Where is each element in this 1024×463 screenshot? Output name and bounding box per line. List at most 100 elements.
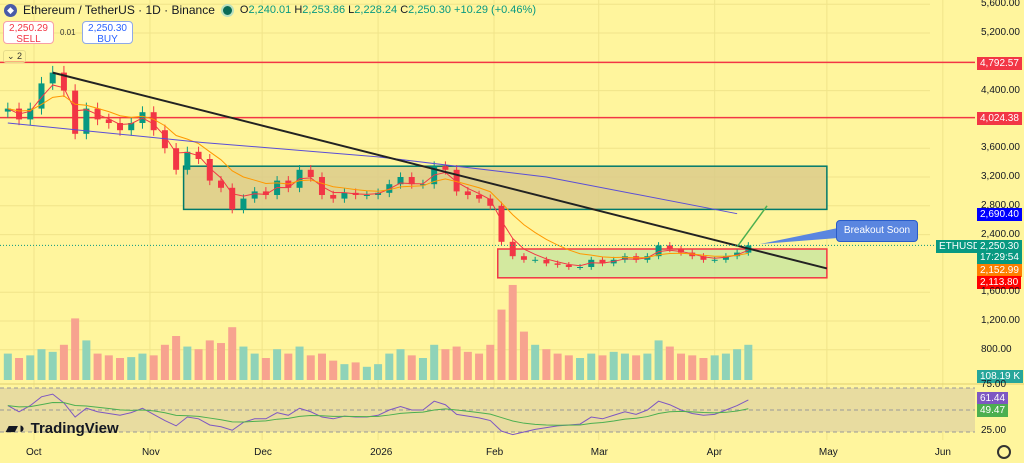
volume-bar — [138, 353, 147, 380]
ma-long-tag: 2,690.40 — [977, 208, 1022, 221]
candle-body — [565, 264, 572, 267]
volume-bar — [183, 346, 192, 380]
ohlc-values: O2,240.01 H2,253.86 L2,228.24 C2,250.30 … — [239, 4, 536, 16]
volume-bar — [519, 331, 528, 380]
volume-bar — [385, 353, 394, 380]
candle-body — [105, 119, 112, 123]
rsi-ma-line — [7, 402, 749, 426]
candle-body — [240, 198, 247, 210]
candle-body — [509, 241, 516, 257]
volume-bar — [3, 353, 12, 380]
volume-bar — [116, 358, 125, 380]
volume-bar — [609, 351, 618, 380]
candle-body — [72, 90, 79, 134]
volume-bar — [82, 340, 91, 380]
volume-bar — [273, 349, 282, 380]
candle-body — [577, 267, 584, 268]
volume-bar — [598, 355, 607, 380]
volume-bar — [564, 355, 573, 380]
volume-bar — [452, 346, 461, 380]
projection-arrow — [736, 205, 768, 248]
rsi-tick: 75.00 — [981, 379, 1007, 390]
volume-bar — [632, 355, 641, 380]
candle-body — [330, 195, 337, 199]
candle-body — [27, 108, 34, 120]
volume-tag: 108.19 K — [977, 370, 1024, 383]
volume-bar — [261, 358, 270, 380]
candle-body — [588, 259, 595, 267]
rsi-line — [7, 393, 749, 436]
volume-bar — [217, 343, 225, 380]
breakout-callout[interactable]: Breakout Soon — [836, 220, 918, 242]
volume-bar — [48, 351, 57, 380]
time-tick: Dec — [254, 447, 272, 458]
volume-bar — [486, 344, 495, 380]
candle-body — [60, 72, 67, 91]
candle-body — [128, 123, 135, 131]
candle-body — [94, 108, 101, 120]
price-tick: 800.00 — [981, 343, 1012, 355]
time-tick: Nov — [141, 447, 160, 458]
time-tick: Mar — [590, 447, 608, 458]
price-tick: 2,400.00 — [981, 228, 1020, 240]
volume-bar — [665, 346, 674, 380]
price-tick: 5,200.00 — [981, 27, 1020, 38]
indicators-toggle[interactable]: ⌄ 2 — [3, 50, 27, 63]
candle-body — [711, 259, 718, 261]
volume-bar — [149, 355, 158, 380]
volume-bar — [620, 353, 629, 380]
resistance-2-tag: 4,024.38 — [977, 112, 1022, 125]
candle-body — [83, 108, 90, 134]
volume-bar — [531, 344, 540, 380]
candle-body — [229, 187, 236, 210]
trendline — [52, 71, 828, 270]
volume-bar — [418, 358, 427, 380]
candle-body — [532, 259, 539, 261]
settings-gear-icon[interactable] — [997, 445, 1011, 459]
volume-bar — [677, 353, 686, 380]
spread: 0.01 — [60, 28, 76, 37]
volume-bar — [721, 353, 730, 380]
candle-body — [206, 159, 213, 181]
volume-bar — [194, 349, 203, 380]
volume-bar — [576, 358, 585, 380]
buy-button[interactable]: 2,250.30 BUY — [82, 21, 133, 45]
candle-body — [218, 180, 224, 188]
candle-body — [520, 256, 527, 260]
chart-header: ◆ Ethereum / TetherUS · 1D · Binance O2,… — [4, 3, 536, 17]
volume-bar — [508, 284, 517, 380]
time-tick: Apr — [706, 447, 723, 458]
ema-fast-line — [7, 84, 749, 267]
candle-body — [498, 205, 505, 242]
price-tick: 1,200.00 — [981, 315, 1020, 326]
volume-bar — [317, 353, 326, 380]
volume-bar — [306, 355, 315, 380]
price-tick: 3,200.00 — [981, 171, 1020, 182]
symbol-title[interactable]: Ethereum / TetherUS · 1D · Binance — [23, 3, 215, 17]
candle-body — [678, 249, 685, 253]
candle-body — [307, 169, 314, 177]
ema-slow-line — [7, 95, 749, 259]
candle-body — [700, 256, 707, 260]
candle-body — [621, 256, 628, 260]
candle-body — [464, 191, 471, 195]
ema-fast-tag: 2,113.80 — [977, 276, 1022, 289]
volume-bar — [127, 357, 136, 380]
volume-bar — [15, 358, 24, 380]
volume-bar — [59, 344, 68, 380]
volume-bar — [329, 360, 338, 380]
volume-bar — [654, 340, 663, 380]
callout-pointer — [760, 228, 838, 244]
candle-body — [543, 259, 550, 264]
candle-body — [150, 112, 157, 131]
volume-bar — [37, 349, 46, 380]
volume-bar — [542, 349, 551, 380]
volume-bar — [205, 340, 214, 380]
tradingview-logo[interactable]: ▰◗ TradingView — [6, 419, 119, 438]
volume-bar — [688, 355, 697, 380]
sell-button[interactable]: 2,250.29 SELL — [3, 21, 54, 45]
resistance-1-tag: 4,792.57 — [977, 57, 1022, 70]
ema-slow-tag: 2,152.99 — [977, 264, 1022, 277]
market-status-icon — [220, 3, 234, 17]
